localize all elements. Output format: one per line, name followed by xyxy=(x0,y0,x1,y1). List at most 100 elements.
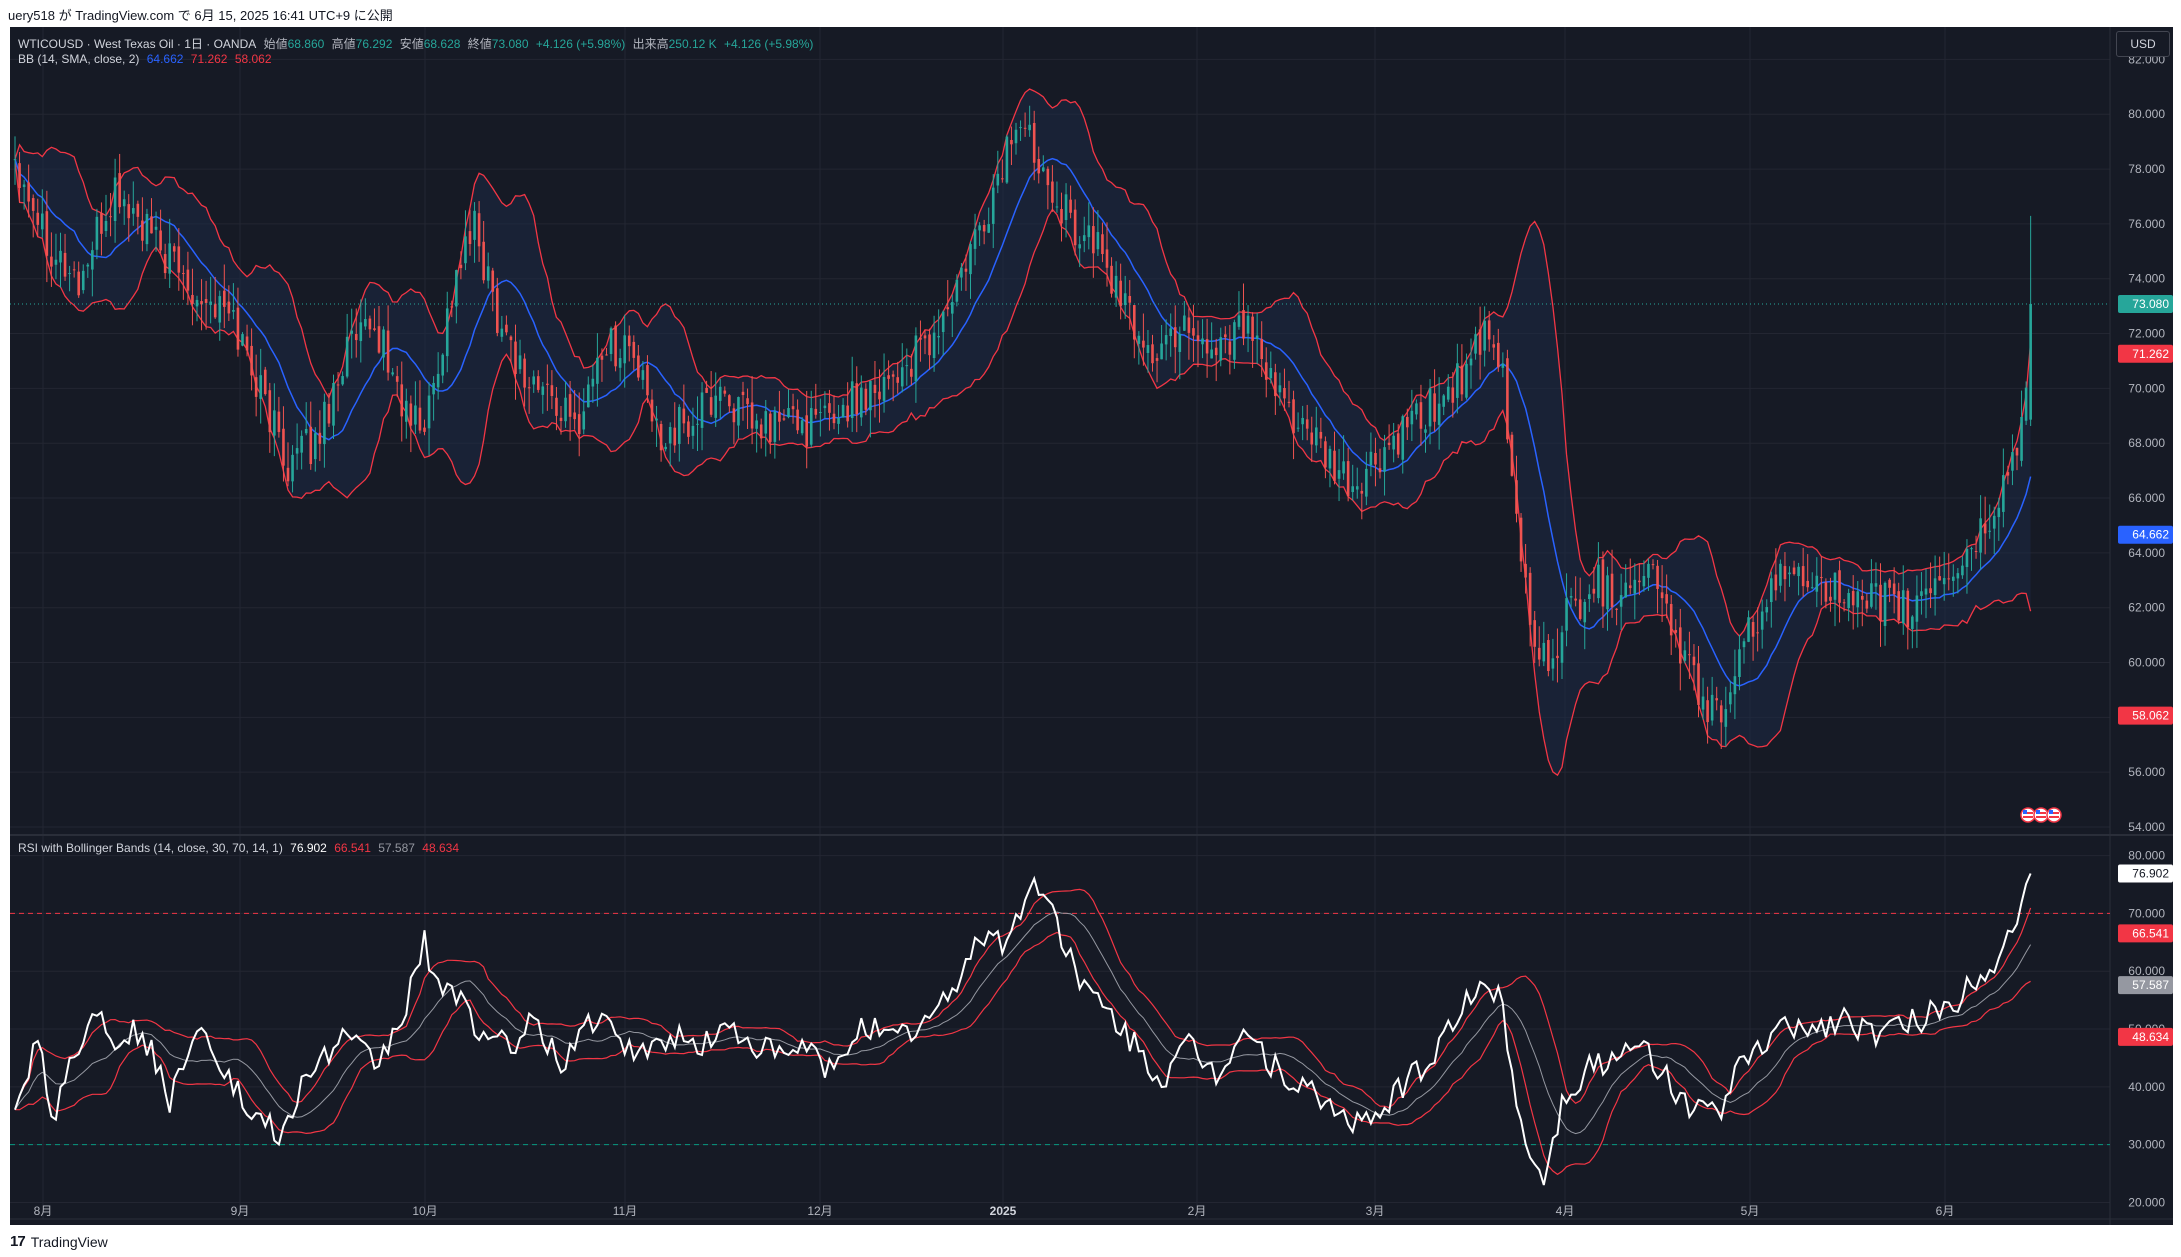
rsi-tick-label: 30.000 xyxy=(2128,1138,2165,1152)
candle-body xyxy=(482,241,485,281)
candle-body xyxy=(1228,341,1232,355)
candle-body xyxy=(1442,395,1445,407)
candle-body xyxy=(1874,583,1878,587)
chart-frame[interactable]: 54.00056.00058.00060.00062.00064.00066.0… xyxy=(10,27,2173,1225)
chart-canvas[interactable]: 54.00056.00058.00060.00062.00064.00066.0… xyxy=(10,27,2173,1225)
candle-body xyxy=(1264,362,1268,380)
candle-body xyxy=(614,325,617,367)
candle-body xyxy=(1433,393,1436,422)
candle-body xyxy=(1469,358,1473,366)
candle-body xyxy=(1242,310,1245,339)
candle-body xyxy=(1415,403,1418,415)
price-tick-label: 78.000 xyxy=(2128,162,2165,176)
price-tick-label: 60.000 xyxy=(2128,656,2165,670)
candle-body xyxy=(1492,344,1496,348)
footer-brand: 17 TradingView xyxy=(10,1232,108,1252)
candle-body xyxy=(1105,249,1109,268)
candle-body xyxy=(277,411,281,433)
candle-body xyxy=(491,270,495,292)
rsi-badge-text: 76.902 xyxy=(2132,866,2169,880)
candle-body xyxy=(987,224,990,233)
candle-body xyxy=(327,403,331,424)
candle-body xyxy=(1942,578,1946,585)
candle-body xyxy=(555,397,558,416)
candle-body xyxy=(919,337,922,340)
candle-body xyxy=(2020,416,2023,461)
candle-body xyxy=(1961,565,1964,576)
candle-body xyxy=(50,256,53,267)
candle-body xyxy=(2011,452,2014,471)
rsi-line xyxy=(14,873,2032,1186)
candle-body xyxy=(1647,563,1650,578)
candle-body xyxy=(1051,181,1054,203)
candle-body xyxy=(769,413,772,442)
candle-body xyxy=(1483,320,1486,351)
candle-body xyxy=(782,418,786,420)
candle-body xyxy=(263,369,267,395)
candle-body xyxy=(2015,447,2019,456)
bb-upper-value: 71.262 xyxy=(190,52,228,66)
candle-body xyxy=(1724,709,1728,727)
candle-body xyxy=(1606,575,1609,610)
bb-lower-line xyxy=(14,159,2032,777)
candle-body xyxy=(691,425,695,436)
symbol-label[interactable]: WTICOUSD · West Texas Oil · 1日 · OANDA xyxy=(18,37,257,51)
candle-body xyxy=(423,427,426,432)
candle-body xyxy=(623,335,626,364)
candle-body xyxy=(1283,387,1286,399)
bb-legend[interactable]: BB (14, SMA, close, 2) 64.662 71.262 58.… xyxy=(18,52,276,66)
candle-body xyxy=(254,377,258,397)
candle-body xyxy=(1583,601,1587,623)
rsi-name: RSI with Bollinger Bands (14, close, 30,… xyxy=(18,841,283,855)
candle-body xyxy=(1906,590,1910,628)
last-price-badge-bg xyxy=(2118,294,2173,313)
candle-body xyxy=(100,213,103,234)
rsi-legend[interactable]: RSI with Bollinger Bands (14, close, 30,… xyxy=(18,841,463,855)
us-flag-icon xyxy=(2020,807,2036,823)
candle-body xyxy=(1378,468,1382,473)
candle-body xyxy=(382,329,385,358)
candle-body xyxy=(587,384,590,408)
candle-body xyxy=(1387,442,1391,445)
candle-body xyxy=(191,294,194,304)
candle-body xyxy=(1201,338,1204,345)
candle-body xyxy=(646,365,649,396)
candle-body xyxy=(1274,372,1277,397)
bb-fill xyxy=(15,89,2031,776)
candle-body xyxy=(1023,127,1027,129)
candle-body xyxy=(1437,403,1441,425)
candle-body xyxy=(1460,365,1464,395)
candle-body xyxy=(1528,572,1532,625)
candle-body xyxy=(573,412,576,420)
bb-lower-value: 58.062 xyxy=(234,52,272,66)
candle-body xyxy=(1014,129,1018,144)
candle-body xyxy=(1624,582,1627,598)
candle-body xyxy=(1383,447,1386,472)
candle-body xyxy=(109,216,112,218)
candle-body xyxy=(1597,564,1600,599)
candle-body xyxy=(300,435,303,453)
candle-body xyxy=(1137,335,1141,344)
candle-body xyxy=(1610,573,1614,607)
candle-body xyxy=(364,318,367,327)
candle-body xyxy=(1255,335,1259,339)
time-tick-label: 10月 xyxy=(412,1204,437,1218)
candle-body xyxy=(159,230,162,251)
candle-body xyxy=(1315,427,1318,446)
candle-body xyxy=(54,259,58,265)
candle-body xyxy=(668,427,672,444)
candle-body xyxy=(1169,328,1172,337)
candle-body xyxy=(405,400,408,422)
candle-body xyxy=(77,271,80,296)
currency-button[interactable]: USD xyxy=(2116,31,2170,57)
rsi-basis-badge-text: 57.587 xyxy=(2132,978,2169,992)
candle-body xyxy=(1055,206,1059,208)
candle-body xyxy=(1865,600,1869,609)
last-price-badge-text: 73.080 xyxy=(2132,297,2169,311)
candle-body xyxy=(1360,490,1364,494)
candle-body xyxy=(1751,622,1755,637)
time-tick-label: 2月 xyxy=(1188,1204,1207,1218)
candle-body xyxy=(68,273,71,275)
candle-body xyxy=(1151,344,1154,364)
candle-body xyxy=(245,336,249,351)
